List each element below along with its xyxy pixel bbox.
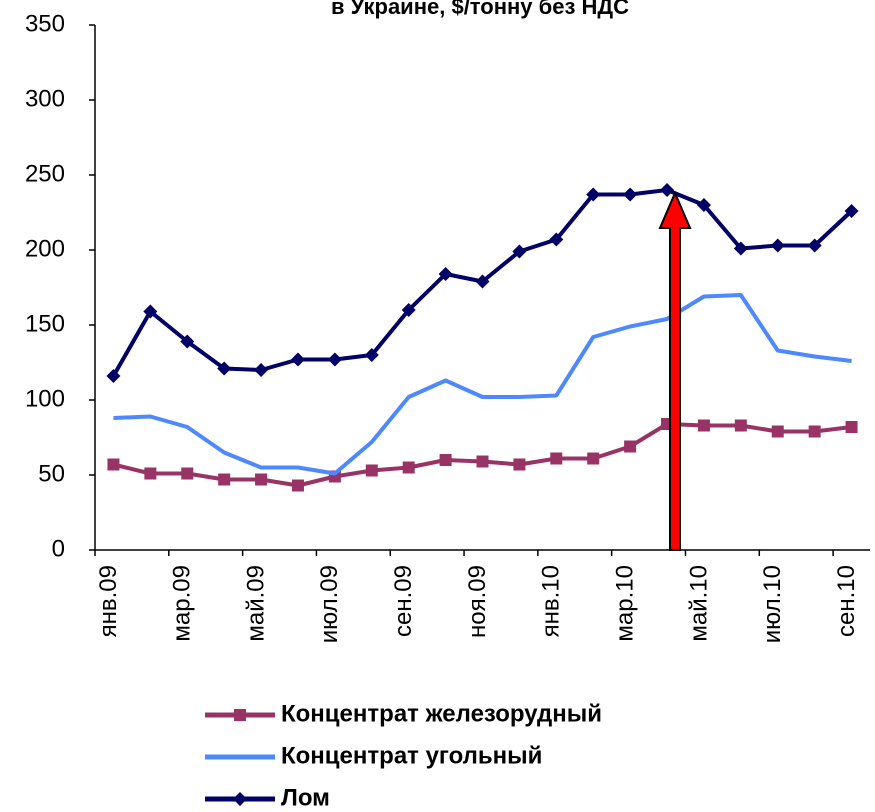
- marker: [476, 455, 489, 468]
- x-tick-label: янв.09: [95, 565, 122, 637]
- marker: [143, 304, 158, 319]
- y-tick-label: 200: [25, 235, 65, 262]
- x-tick-label: июл.10: [759, 565, 786, 643]
- x-tick-label: июл.09: [316, 565, 343, 643]
- series: [106, 183, 859, 383]
- legend-label: Лом: [281, 784, 330, 811]
- x-tick-label: мар.09: [169, 565, 196, 642]
- marker: [807, 238, 822, 253]
- x-tick-label: мар.10: [611, 565, 638, 642]
- x-tick-label: янв.10: [538, 565, 565, 637]
- marker: [181, 467, 194, 480]
- marker: [218, 473, 231, 486]
- y-tick-label: 50: [38, 460, 65, 487]
- marker: [106, 369, 121, 383]
- marker: [107, 458, 120, 471]
- marker: [696, 198, 711, 212]
- marker: [512, 244, 527, 259]
- y-tick-label: 100: [25, 385, 65, 412]
- x-tick-label: сен.10: [833, 565, 860, 637]
- marker: [733, 241, 748, 256]
- marker: [402, 461, 415, 474]
- marker: [586, 187, 601, 202]
- y-tick-label: 350: [25, 10, 65, 37]
- marker: [290, 352, 305, 367]
- marker: [550, 452, 563, 465]
- marker: [770, 238, 785, 253]
- marker: [439, 454, 452, 466]
- marker: [623, 187, 638, 202]
- marker: [180, 334, 195, 349]
- marker: [255, 473, 268, 486]
- legend-label: Концентрат угольный: [281, 742, 542, 769]
- marker: [660, 183, 675, 197]
- marker: [365, 464, 378, 477]
- x-tick-label: май.10: [685, 565, 712, 642]
- marker: [513, 458, 526, 471]
- chart-title: в Украине, $/тонну без НДС: [331, 0, 629, 19]
- arrow: [658, 190, 692, 551]
- marker: [401, 303, 416, 317]
- marker: [808, 425, 821, 438]
- red-arrow: [658, 190, 692, 551]
- marker: [254, 363, 269, 377]
- marker: [234, 709, 246, 721]
- marker: [549, 232, 564, 247]
- marker: [291, 479, 304, 492]
- marker: [734, 419, 747, 432]
- y-tick-label: 0: [52, 535, 65, 562]
- marker: [217, 361, 232, 376]
- marker: [438, 267, 453, 281]
- marker: [771, 425, 784, 438]
- marker: [845, 421, 858, 433]
- series-line: [113, 293, 852, 476]
- legend-label: Концентрат железорудный: [281, 700, 602, 727]
- y-tick-label: 150: [25, 310, 65, 337]
- marker: [475, 274, 490, 289]
- y-tick-label: 250: [25, 160, 65, 187]
- marker: [233, 792, 247, 806]
- x-tick-label: май.09: [242, 565, 269, 642]
- marker: [624, 440, 637, 453]
- marker: [144, 467, 157, 480]
- marker: [364, 348, 379, 362]
- marker: [697, 419, 710, 432]
- marker: [844, 204, 859, 218]
- series: [113, 293, 852, 476]
- series: [107, 418, 858, 492]
- x-tick-label: сен.09: [390, 565, 417, 637]
- marker: [587, 452, 600, 465]
- marker: [327, 352, 342, 367]
- y-tick-label: 300: [25, 85, 65, 112]
- x-tick-label: ноя.09: [464, 565, 491, 638]
